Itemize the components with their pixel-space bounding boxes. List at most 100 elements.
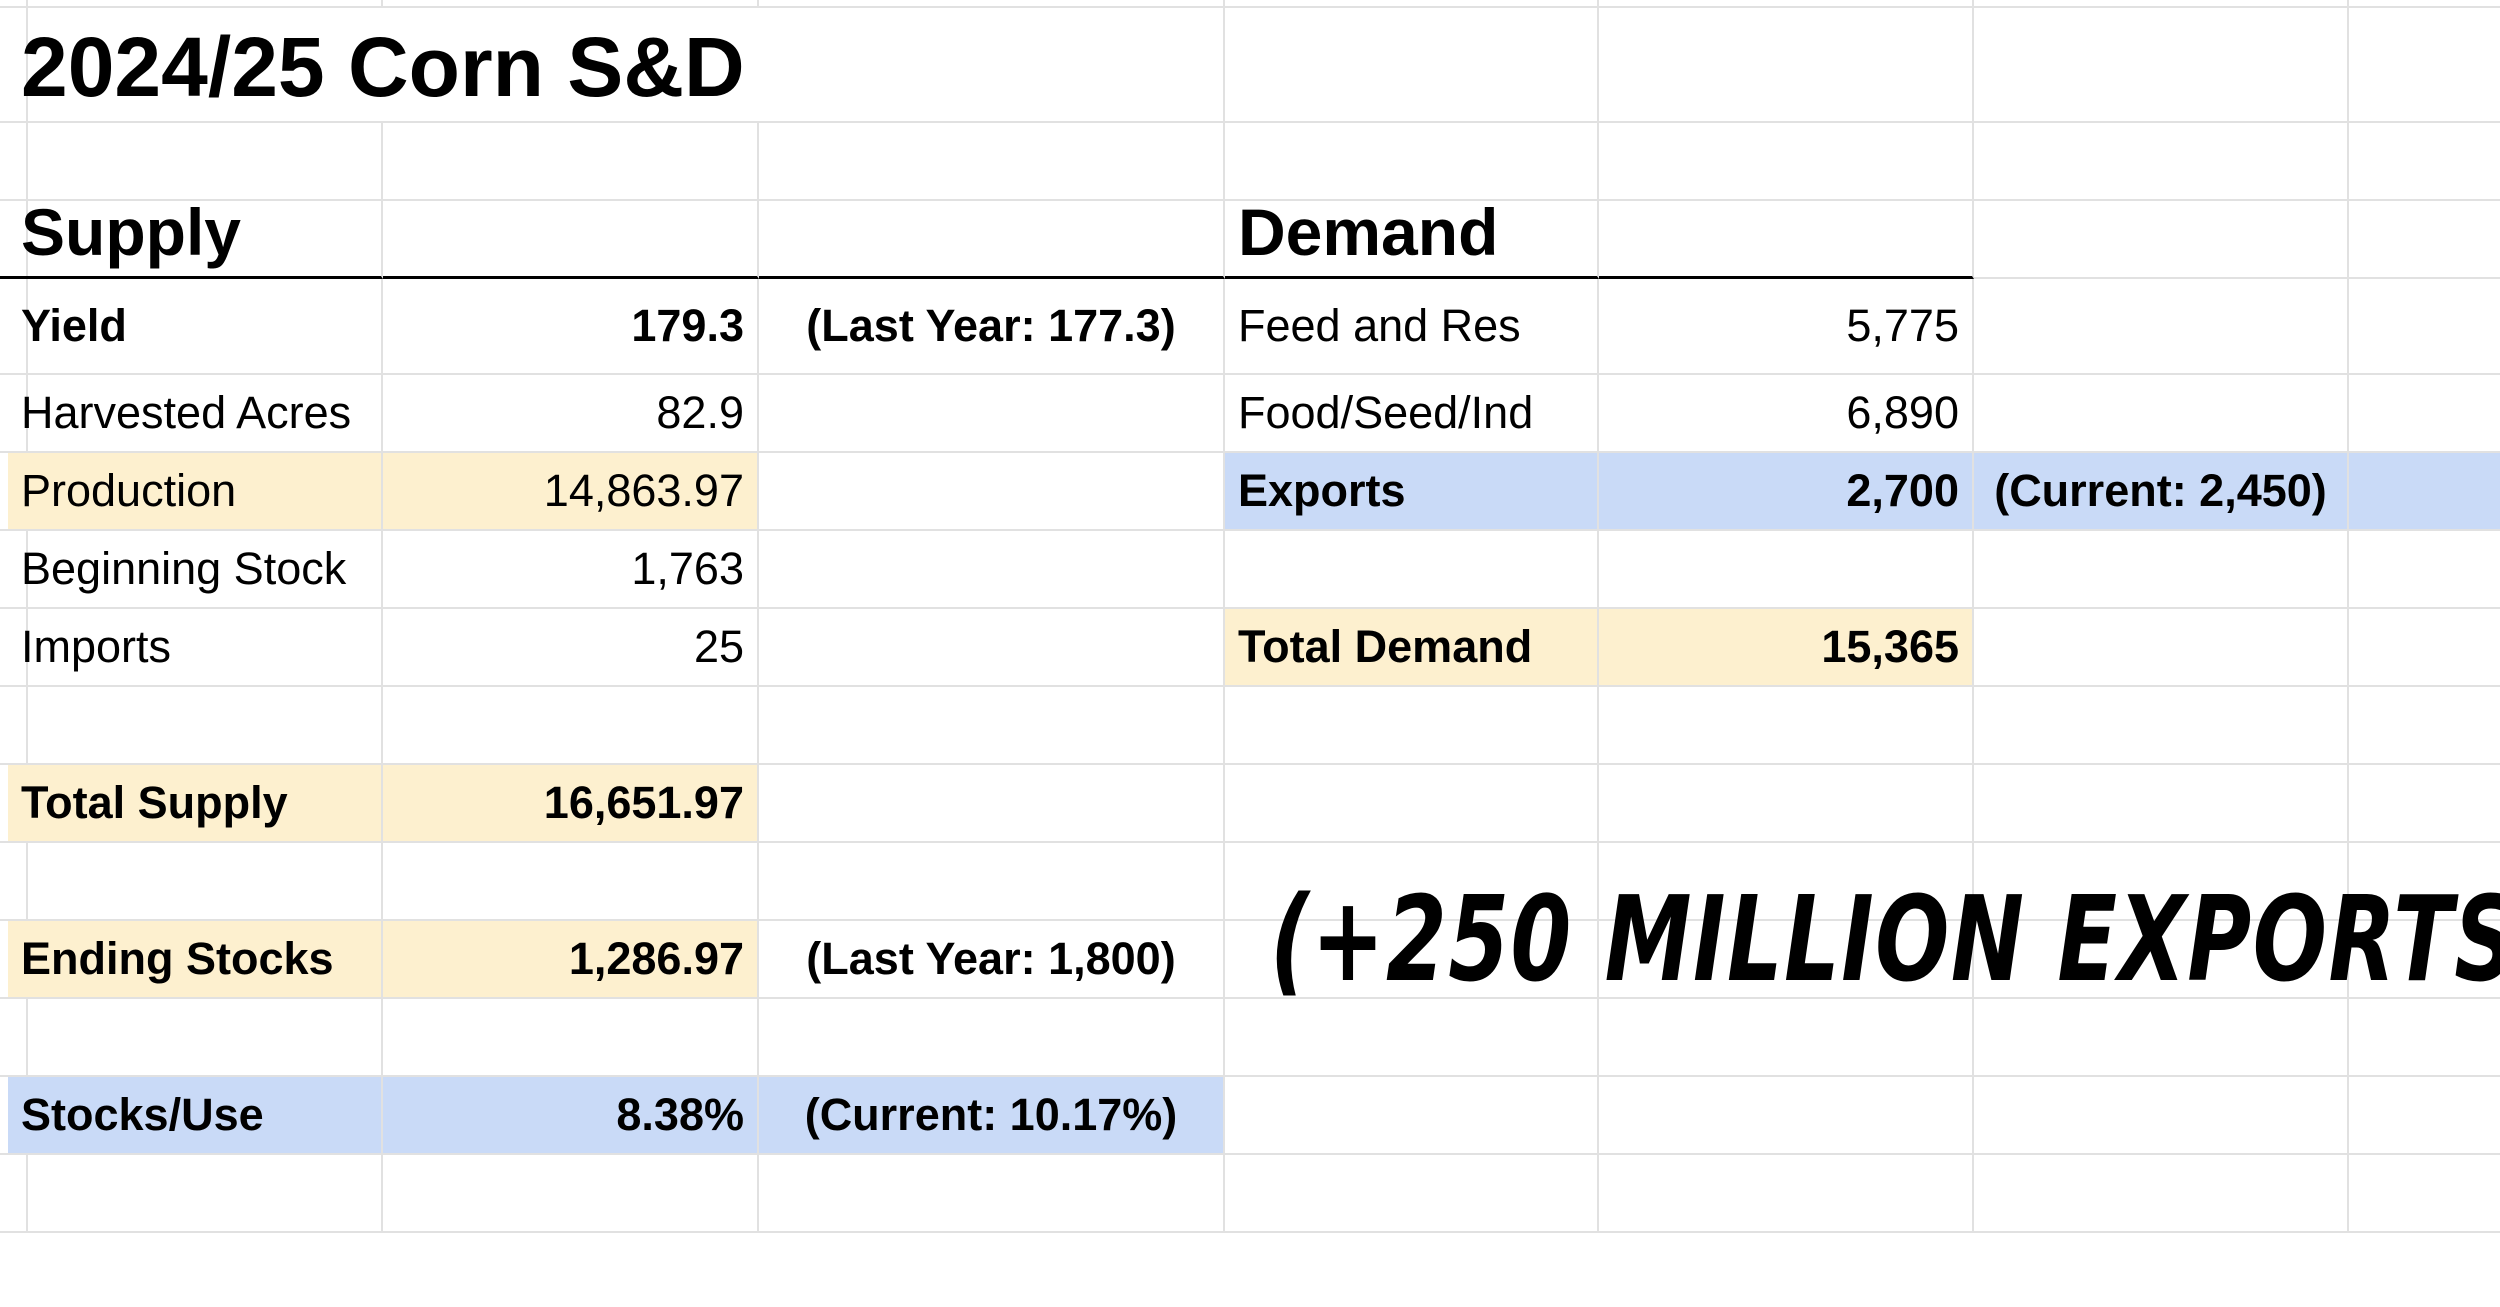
cell[interactable] [1974, 0, 2349, 8]
cell[interactable] [759, 609, 1225, 687]
cell[interactable] [1225, 687, 1599, 765]
cell[interactable] [1225, 999, 1599, 1077]
cell[interactable] [759, 0, 1225, 8]
cell[interactable] [1225, 765, 1599, 843]
cell[interactable] [1974, 999, 2349, 1077]
cell[interactable] [2349, 531, 2500, 609]
cell[interactable] [759, 687, 1225, 765]
cell[interactable] [1974, 765, 2349, 843]
cell[interactable] [383, 999, 759, 1077]
ending-stocks-note-cell[interactable]: (Last Year: 1,800) [759, 921, 1225, 999]
cell[interactable] [383, 201, 759, 279]
cell[interactable] [1599, 8, 1974, 123]
stocks-use-note-cell[interactable]: (Current: 10.17%) [759, 1077, 1225, 1155]
cell[interactable] [759, 123, 1225, 201]
total-demand-value-cell[interactable]: 15,365 [1599, 609, 1974, 687]
cell[interactable] [759, 375, 1225, 453]
yield-value-cell[interactable]: 179.3 [383, 279, 759, 375]
cell[interactable] [2349, 375, 2500, 453]
cell[interactable] [383, 687, 759, 765]
total-demand-label-cell[interactable]: Total Demand [1225, 609, 1599, 687]
beginning-stock-label-cell[interactable]: Beginning Stock [8, 531, 383, 609]
cell[interactable] [2349, 843, 2500, 921]
ending-stocks-label-cell[interactable]: Ending Stocks [8, 921, 383, 999]
cell[interactable] [1599, 765, 1974, 843]
cell[interactable] [1599, 999, 1974, 1077]
ending-stocks-value-cell[interactable]: 1,286.97 [383, 921, 759, 999]
exports-label-cell[interactable]: Exports [1225, 453, 1599, 531]
cell[interactable] [8, 843, 383, 921]
cell[interactable] [759, 531, 1225, 609]
yield-label-cell[interactable]: Yield [8, 279, 383, 375]
imports-value-cell[interactable]: 25 [383, 609, 759, 687]
cell[interactable] [1225, 8, 1599, 123]
cell[interactable] [1974, 375, 2349, 453]
cell[interactable] [2349, 687, 2500, 765]
harvested-acres-label-cell[interactable]: Harvested Acres [8, 375, 383, 453]
food-label-cell[interactable]: Food/Seed/Ind [1225, 375, 1599, 453]
cell[interactable] [1599, 531, 1974, 609]
cell[interactable] [759, 765, 1225, 843]
cell[interactable] [2349, 999, 2500, 1077]
cell[interactable] [2349, 765, 2500, 843]
cell[interactable] [1225, 1077, 1599, 1155]
cell[interactable] [759, 453, 1225, 531]
harvested-acres-value-cell[interactable]: 82.9 [383, 375, 759, 453]
cell[interactable] [759, 1155, 1225, 1233]
cell[interactable] [8, 1155, 383, 1233]
cell[interactable] [1225, 843, 1599, 921]
cell[interactable] [2349, 609, 2500, 687]
cell[interactable] [759, 201, 1225, 279]
cell[interactable] [1974, 687, 2349, 765]
cell[interactable] [759, 999, 1225, 1077]
cell[interactable] [1974, 609, 2349, 687]
cell[interactable] [2349, 1077, 2500, 1155]
cell[interactable] [2349, 453, 2500, 531]
cell[interactable] [8, 687, 383, 765]
cell[interactable] [2349, 1155, 2500, 1233]
cell[interactable] [1974, 8, 2349, 123]
yield-note-cell[interactable]: (Last Year: 177.3) [759, 279, 1225, 375]
cell[interactable] [2349, 201, 2500, 279]
feed-value-cell[interactable]: 5,775 [1599, 279, 1974, 375]
stocks-use-label-cell[interactable]: Stocks/Use [8, 1077, 383, 1155]
sheet-title-cell[interactable]: 2024/25 Corn S&D [8, 8, 1225, 123]
cell[interactable] [1599, 843, 1974, 921]
cell[interactable] [2349, 0, 2500, 8]
exports-value-cell[interactable]: 2,700 [1599, 453, 1974, 531]
supply-header-cell[interactable]: Supply [8, 201, 383, 279]
cell[interactable] [1974, 123, 2349, 201]
imports-label-cell[interactable]: Imports [8, 609, 383, 687]
cell[interactable] [383, 0, 759, 8]
cell[interactable] [1599, 123, 1974, 201]
cell[interactable] [2349, 8, 2500, 123]
cell[interactable] [1974, 279, 2349, 375]
cell[interactable] [1599, 1077, 1974, 1155]
cell[interactable] [1225, 0, 1599, 8]
demand-header-cell[interactable]: Demand [1225, 201, 1599, 279]
production-value-cell[interactable]: 14,863.97 [383, 453, 759, 531]
cell[interactable] [1974, 921, 2349, 999]
cell[interactable] [2349, 279, 2500, 375]
cell[interactable] [1974, 1077, 2349, 1155]
cell[interactable] [383, 843, 759, 921]
cell[interactable] [2349, 123, 2500, 201]
cell[interactable] [8, 123, 383, 201]
total-supply-value-cell[interactable]: 16,651.97 [383, 765, 759, 843]
cell[interactable] [1599, 687, 1974, 765]
cell[interactable] [1225, 921, 1599, 999]
stocks-use-value-cell[interactable]: 8.38% [383, 1077, 759, 1155]
cell[interactable] [1225, 1155, 1599, 1233]
cell[interactable] [1974, 531, 2349, 609]
food-value-cell[interactable]: 6,890 [1599, 375, 1974, 453]
cell[interactable] [383, 1155, 759, 1233]
total-supply-label-cell[interactable]: Total Supply [8, 765, 383, 843]
cell[interactable] [1225, 123, 1599, 201]
production-label-cell[interactable]: Production [8, 453, 383, 531]
cell[interactable] [383, 123, 759, 201]
cell[interactable] [8, 999, 383, 1077]
exports-note-cell[interactable]: (Current: 2,450) [1974, 453, 2349, 531]
feed-label-cell[interactable]: Feed and Res [1225, 279, 1599, 375]
cell[interactable] [1974, 201, 2349, 279]
cell[interactable] [1599, 1155, 1974, 1233]
